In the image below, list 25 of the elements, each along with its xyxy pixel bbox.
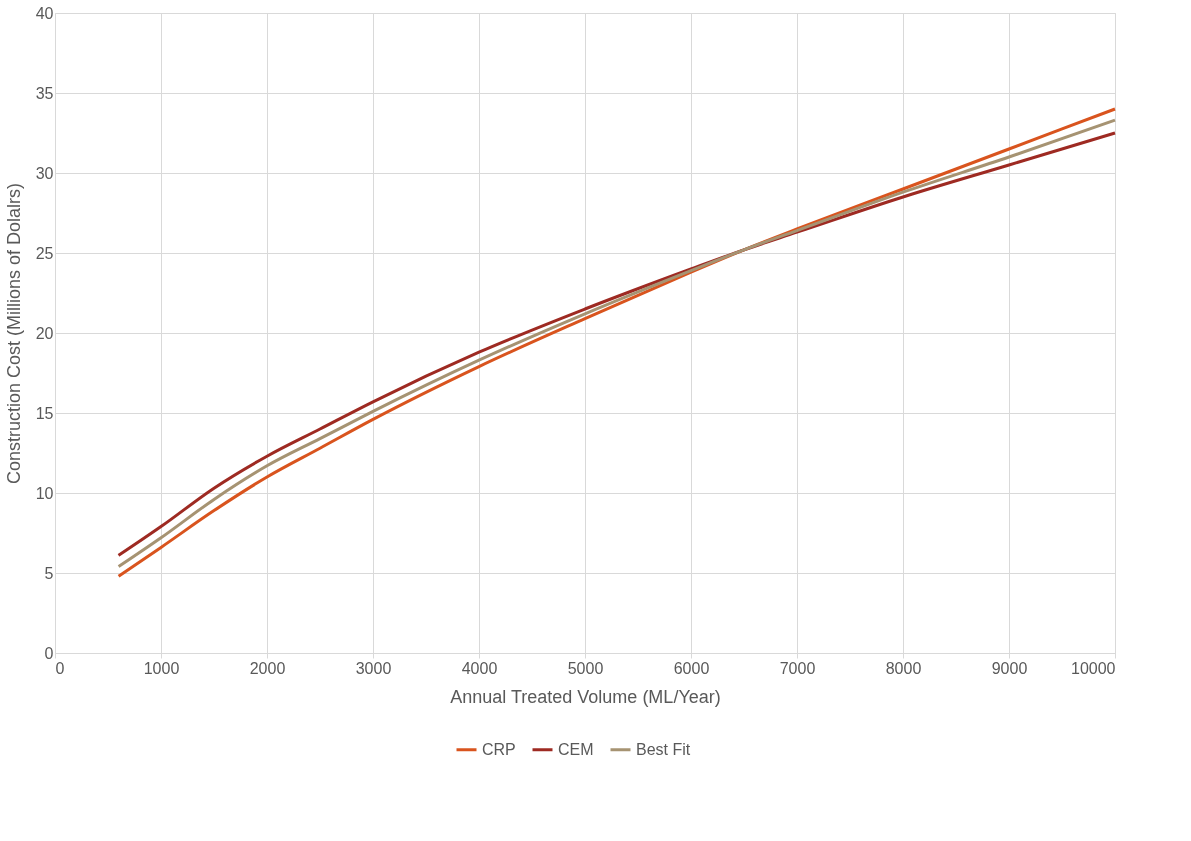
- x-tick-label: 0: [55, 659, 65, 677]
- legend-label: CEM: [558, 740, 594, 758]
- y-tick-label: 20: [35, 324, 54, 342]
- x-tick-label: 10000: [1071, 659, 1116, 677]
- legend-label: Best Fit: [636, 740, 691, 758]
- x-tick-label: 9000: [991, 659, 1028, 677]
- x-tick-label: 8000: [885, 659, 922, 677]
- legend-label: CRP: [482, 740, 516, 758]
- y-tick-label: 10: [35, 484, 54, 502]
- y-tick-label: 0: [44, 644, 54, 662]
- y-tick-label: 5: [44, 564, 54, 582]
- y-axis-title: Construction Cost (Millions of Dolalrs): [3, 182, 24, 485]
- x-tick-label: 4000: [461, 659, 498, 677]
- y-tick-label: 35: [35, 84, 54, 102]
- y-tick-label: 30: [35, 164, 54, 182]
- x-tick-label: 3000: [355, 659, 392, 677]
- y-tick-label: 25: [35, 244, 54, 262]
- x-tick-label: 5000: [567, 659, 604, 677]
- x-tick-label: 6000: [673, 659, 710, 677]
- y-tick-label: 40: [35, 4, 54, 22]
- x-tick-label: 7000: [779, 659, 816, 677]
- x-tick-label: 1000: [143, 659, 180, 677]
- x-tick-label: 2000: [249, 659, 286, 677]
- y-tick-label: 15: [35, 404, 54, 422]
- x-axis-title: Annual Treated Volume (ML/Year): [450, 686, 721, 707]
